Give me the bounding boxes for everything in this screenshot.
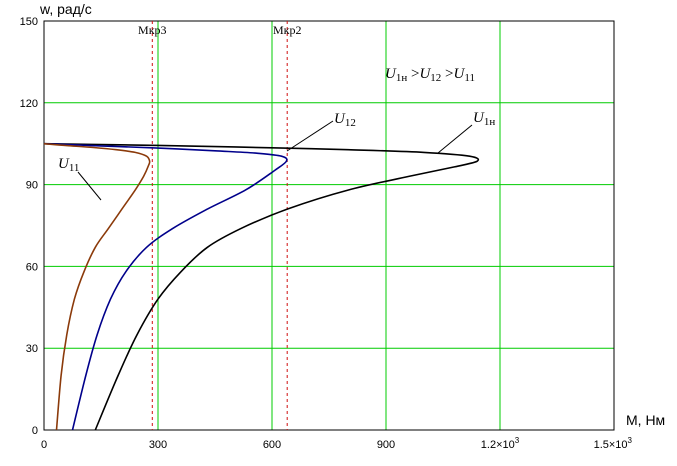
- label-u11-text: U11: [58, 156, 79, 174]
- x-tick-label: 600: [263, 439, 281, 451]
- label-u11-letter: U: [58, 156, 70, 172]
- label-u1n-leader: [437, 124, 473, 154]
- label-u12-leader: [286, 120, 334, 152]
- y-tick-label: 30: [26, 343, 38, 355]
- label-u12-sub: 12: [345, 117, 356, 129]
- label-u12: U12: [286, 111, 356, 152]
- series-group: [43, 142, 480, 431]
- series-line-11: [43, 142, 151, 431]
- annotation-sub1: 1н: [396, 72, 408, 84]
- annotation-u1: U: [385, 66, 397, 82]
- x-tick-label: 300: [149, 439, 167, 451]
- x-tick-label: 0: [41, 439, 47, 451]
- y-axis-title: w, рад/с: [39, 1, 92, 17]
- label-u1n-text: U1н: [473, 110, 495, 128]
- y-tick-label: 150: [20, 16, 38, 28]
- tick-labels: 0 300 600 900 1.2×103 1.5×103 0 30 60 90 120 150: [20, 16, 633, 451]
- y-tick-label: 90: [26, 180, 38, 192]
- y-tick-label: 0: [32, 425, 38, 437]
- label-u12-text: U12: [334, 111, 356, 129]
- label-u11-sub: 11: [69, 162, 80, 174]
- x-axis-title: M, Нм: [626, 412, 665, 428]
- torque-marker-label: Мкр2: [273, 23, 302, 37]
- annotation-op1: >: [407, 66, 419, 82]
- series-line-1н: [43, 142, 480, 431]
- y-tick-label: 60: [26, 261, 38, 273]
- grid: [44, 21, 614, 430]
- annotation-sub3: 11: [464, 72, 475, 84]
- plot-frame: [43, 20, 615, 431]
- x-tick-label: 900: [377, 439, 395, 451]
- annotation-u2: U: [419, 66, 431, 82]
- voltage-inequality-annotation: U1н >U12 >U11: [385, 66, 475, 84]
- x-tick-label: 1.5×103: [594, 436, 633, 451]
- marker-lines: Мкр3 Мкр2: [138, 21, 301, 430]
- annotation-sub2: 12: [430, 72, 441, 84]
- x-tick-label: 1.2×103: [481, 436, 520, 451]
- label-u12-letter: U: [334, 111, 346, 127]
- annotation-u3: U: [454, 66, 466, 82]
- label-u11-leader: [77, 171, 102, 201]
- annotation-op2: >: [441, 66, 453, 82]
- label-u1n-letter: U: [473, 110, 485, 126]
- y-tick-label: 120: [20, 98, 38, 110]
- series-line-12: [43, 142, 288, 431]
- label-u1n: U1н: [437, 110, 495, 154]
- label-u1n-sub: 1н: [484, 116, 496, 128]
- torque-marker-label: Мкр3: [138, 23, 167, 37]
- label-u11: U11: [58, 156, 102, 201]
